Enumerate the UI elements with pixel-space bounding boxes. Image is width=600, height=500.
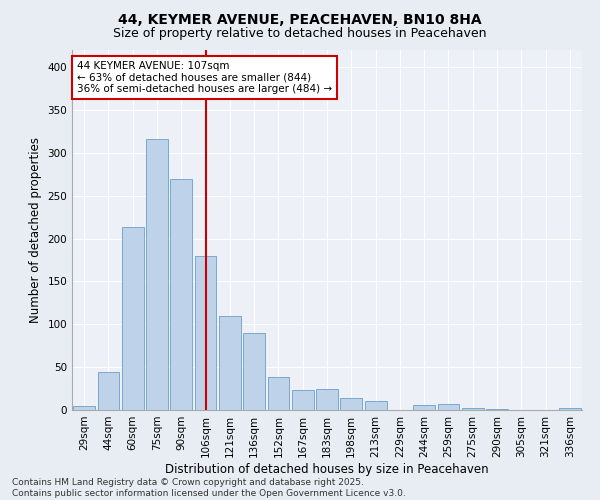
Bar bbox=[340, 398, 362, 410]
Bar bbox=[316, 388, 338, 410]
Bar bbox=[194, 256, 217, 410]
Text: Contains HM Land Registry data © Crown copyright and database right 2025.
Contai: Contains HM Land Registry data © Crown c… bbox=[12, 478, 406, 498]
Bar bbox=[462, 408, 484, 410]
Bar bbox=[219, 316, 241, 410]
Bar bbox=[292, 390, 314, 410]
Bar bbox=[146, 139, 168, 410]
Y-axis label: Number of detached properties: Number of detached properties bbox=[29, 137, 42, 323]
Bar bbox=[73, 406, 95, 410]
Bar bbox=[97, 372, 119, 410]
Bar bbox=[413, 405, 435, 410]
Bar bbox=[559, 408, 581, 410]
Bar bbox=[365, 400, 386, 410]
Bar bbox=[437, 404, 460, 410]
Bar bbox=[170, 178, 192, 410]
X-axis label: Distribution of detached houses by size in Peacehaven: Distribution of detached houses by size … bbox=[165, 462, 489, 475]
Text: Size of property relative to detached houses in Peacehaven: Size of property relative to detached ho… bbox=[113, 28, 487, 40]
Bar bbox=[122, 228, 143, 410]
Bar bbox=[486, 409, 508, 410]
Bar bbox=[243, 333, 265, 410]
Text: 44, KEYMER AVENUE, PEACEHAVEN, BN10 8HA: 44, KEYMER AVENUE, PEACEHAVEN, BN10 8HA bbox=[118, 12, 482, 26]
Text: 44 KEYMER AVENUE: 107sqm
← 63% of detached houses are smaller (844)
36% of semi-: 44 KEYMER AVENUE: 107sqm ← 63% of detach… bbox=[77, 61, 332, 94]
Bar bbox=[268, 378, 289, 410]
